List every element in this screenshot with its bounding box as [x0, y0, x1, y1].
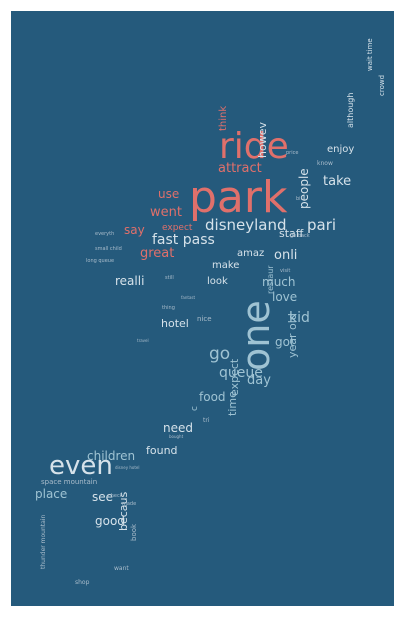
word-restaur: restaur [266, 265, 275, 294]
word-hotel: hotel [161, 317, 189, 330]
word-howev: howev [256, 122, 269, 158]
word-food: food [199, 390, 226, 404]
word-day: day [247, 373, 271, 388]
word-park: park [189, 172, 288, 223]
word-thunder-mountain: thunder mountain [40, 514, 47, 569]
word-realli: realli [115, 274, 145, 288]
word-think: think [218, 105, 229, 131]
word-make: make [212, 260, 240, 271]
word-take: take [323, 174, 352, 189]
word-fast-pass: fast pass [152, 232, 215, 248]
word-c: c [190, 406, 200, 411]
word-check: check [108, 493, 123, 499]
word-everyth: everyth [95, 231, 115, 237]
word-good: good [95, 514, 125, 528]
word-price: price [286, 150, 299, 156]
word-got: got [275, 335, 295, 349]
word-one: one [234, 300, 278, 371]
word-found: found [146, 444, 178, 457]
word-staff: staff [279, 227, 304, 240]
word-go-back: go back [290, 233, 310, 239]
word-place: place [35, 487, 68, 501]
word-use: use [158, 187, 180, 201]
word-enjoy: enjoy [327, 144, 355, 155]
word-book: book [130, 523, 138, 541]
word-say: say [124, 223, 145, 237]
word-look: look [207, 276, 228, 287]
word-expect: expect [162, 223, 193, 233]
word-even: even [49, 451, 113, 481]
word-tri: tri [203, 417, 210, 424]
word-space-mountain: space mountain [41, 478, 98, 486]
word-disneyland: disneyland [205, 216, 287, 234]
word-bit: bit [296, 196, 303, 202]
word-disney-hotel: disney hotel [115, 465, 140, 470]
word-made: made [122, 501, 137, 507]
word-thing: thing [162, 305, 175, 311]
word-time: time [226, 391, 239, 416]
word-travel: travel [137, 338, 149, 343]
word-bought: bought [169, 434, 184, 439]
word-long-queue: long queue [86, 258, 115, 264]
word-go: go [209, 344, 231, 364]
word-small-child: small child [95, 246, 122, 252]
word-still: still [165, 275, 174, 281]
word-much: much [262, 275, 296, 289]
word-wait-time: wait time [366, 38, 374, 71]
word-ride: ride [219, 126, 289, 167]
wordcloud-canvas: park ride one even disneyland pari fast pass at… [11, 11, 394, 606]
word-queue: queue [219, 365, 263, 381]
word-people: people [297, 168, 311, 209]
word-nice: nice [197, 315, 212, 323]
word-great: great [140, 246, 175, 261]
word-went: went [150, 205, 182, 220]
word-see: see [92, 490, 114, 504]
word-visit: visit [280, 268, 291, 274]
word-children: children [87, 449, 136, 463]
word-fantast: fantast [181, 295, 196, 300]
word-although: although [346, 92, 355, 128]
word-shop: shop [75, 579, 90, 586]
word-kid: kid [289, 310, 310, 326]
word-want: want [114, 565, 129, 572]
word-crowd: crowd [378, 74, 386, 96]
word-need: need [163, 421, 193, 435]
word-amaz: amaz [237, 248, 265, 259]
word-love: love [272, 290, 298, 304]
word-onli: onli [274, 248, 298, 263]
word-attract: attract [218, 161, 262, 176]
word-know: know [317, 160, 333, 167]
word-pari: pari [307, 216, 337, 234]
